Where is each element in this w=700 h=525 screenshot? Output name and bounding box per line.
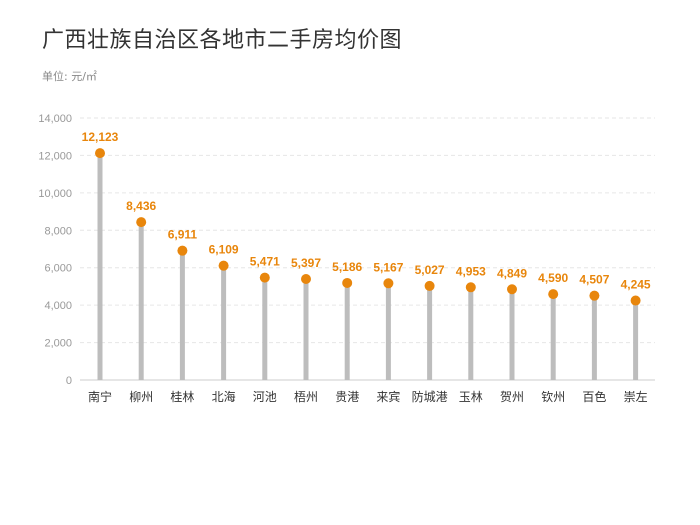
data-label: 8,436	[126, 199, 156, 213]
data-label: 5,186	[332, 260, 362, 274]
data-label: 4,245	[621, 278, 651, 292]
data-label: 6,911	[168, 228, 198, 242]
y-tick-label: 14,000	[38, 113, 72, 125]
data-label: 4,953	[456, 264, 486, 278]
y-tick-label: 6,000	[44, 263, 72, 275]
data-label: 5,027	[415, 263, 445, 277]
data-label: 5,167	[373, 260, 403, 274]
x-tick-label: 梧州	[294, 389, 318, 404]
y-tick-label: 4,000	[44, 300, 72, 312]
x-tick-label: 南宁	[88, 389, 112, 404]
data-label: 4,590	[538, 271, 568, 285]
lollipop-marker	[465, 282, 476, 293]
data-label: 4,849	[497, 266, 527, 280]
lollipop-marker	[301, 273, 311, 284]
lollipop-marker	[95, 148, 105, 159]
x-tick-label: 贺州	[500, 390, 524, 404]
lollipop-marker	[424, 280, 435, 291]
x-tick-label: 防城港	[412, 389, 448, 404]
x-tick-label: 河池	[253, 390, 277, 404]
x-tick-label: 崇左	[624, 389, 648, 404]
y-tick-label: 10,000	[38, 188, 72, 200]
data-label: 4,507	[579, 273, 609, 287]
x-tick-label: 桂林	[170, 389, 194, 404]
data-label: 5,471	[250, 255, 280, 269]
x-tick-label: 柳州	[129, 390, 153, 404]
chart-title: 广西壮族自治区各地市二手房均价图	[42, 28, 403, 53]
lollipop-marker	[177, 245, 188, 256]
lollipop-marker	[589, 290, 600, 301]
x-tick-label: 钦州	[541, 390, 565, 404]
x-tick-label: 玉林	[459, 390, 483, 404]
data-label: 5,397	[291, 256, 321, 270]
lollipop-marker	[136, 217, 147, 228]
lollipop-marker	[218, 260, 229, 271]
lollipop-marker	[342, 277, 353, 288]
y-tick-label: 0	[66, 375, 72, 387]
x-tick-label: 北海	[212, 389, 236, 404]
y-tick-label: 8,000	[44, 225, 72, 237]
y-tick-label: 2,000	[44, 338, 72, 350]
lollipop-marker	[630, 295, 641, 306]
data-label: 12,123	[82, 130, 119, 144]
lollipop-marker	[507, 284, 517, 295]
lollipop-marker	[383, 278, 394, 289]
lollipop-marker	[548, 289, 559, 300]
unit-label: 单位: 元/㎡	[42, 70, 97, 83]
data-label: 6,109	[209, 243, 239, 257]
y-tick-label: 12,000	[38, 150, 72, 162]
x-tick-label: 来宾	[376, 389, 400, 404]
x-tick-label: 贵港	[335, 390, 359, 404]
lollipop-marker	[259, 272, 270, 283]
x-tick-label: 百色	[582, 390, 606, 404]
